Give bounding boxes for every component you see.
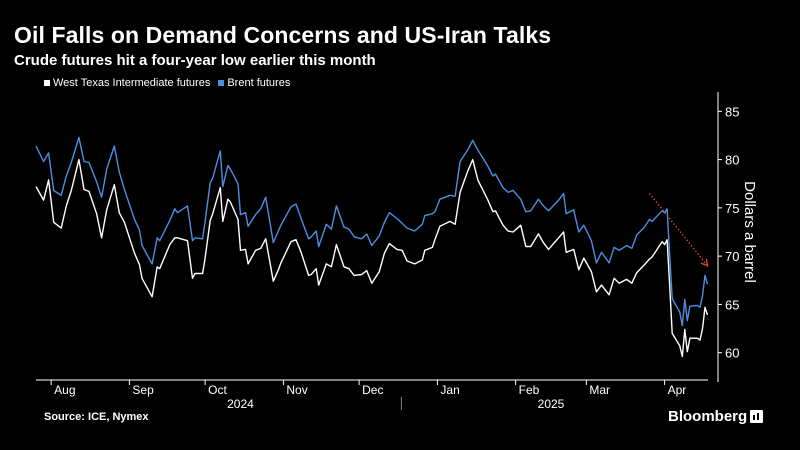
legend-label-wti: West Texas Intermediate futures: [53, 77, 211, 89]
year-label-2024: 2024: [227, 397, 254, 411]
year-label-2025: 2025: [538, 397, 565, 411]
y-tick-label-75: 75: [725, 201, 739, 216]
y-tick-label-80: 80: [725, 153, 739, 168]
chart-title: Oil Falls on Demand Concerns and US-Iran…: [14, 22, 552, 48]
x-tick-label-apr: Apr: [668, 383, 687, 397]
series-line-brent: [35, 136, 709, 327]
brand-name: Bloomberg: [668, 408, 748, 425]
legend-swatch-wti: [44, 80, 50, 86]
x-tick-label-nov: Nov: [286, 383, 307, 397]
x-tick-label-feb: Feb: [519, 383, 540, 397]
y-tick-label-70: 70: [725, 249, 739, 264]
annotation-arrow-line: [648, 192, 709, 267]
legend-swatch-brent: [218, 80, 225, 86]
chart-bars-icon: [750, 410, 764, 423]
x-tick-label-aug: Aug: [54, 383, 75, 397]
y-tick-label-85: 85: [725, 104, 739, 119]
series-line-wti: [35, 158, 709, 358]
y-axis-title: Dollars a barrel: [741, 181, 758, 283]
bloomberg-logo: Bloomberg: [668, 408, 764, 425]
x-tick-label-dec: Dec: [362, 383, 383, 397]
source-note: Source: ICE, Nymex: [44, 411, 149, 423]
x-tick-label-oct: Oct: [208, 383, 227, 397]
legend-item-brent: Brent futures: [218, 77, 290, 89]
chart-legend: West Texas Intermediate futures Brent fu…: [44, 77, 290, 89]
x-tick-label-jan: Jan: [440, 383, 459, 397]
x-tick-label-mar: Mar: [589, 383, 610, 397]
y-tick-label-60: 60: [725, 346, 739, 361]
annotation-arrow-head: [700, 258, 709, 267]
legend-label-brent: Brent futures: [227, 77, 291, 89]
chart-subtitle: Crude futures hit a four-year low earlie…: [14, 52, 376, 69]
x-tick-label-sep: Sep: [132, 383, 154, 397]
legend-item-wti: West Texas Intermediate futures: [44, 77, 210, 89]
y-tick-label-65: 65: [725, 297, 739, 312]
